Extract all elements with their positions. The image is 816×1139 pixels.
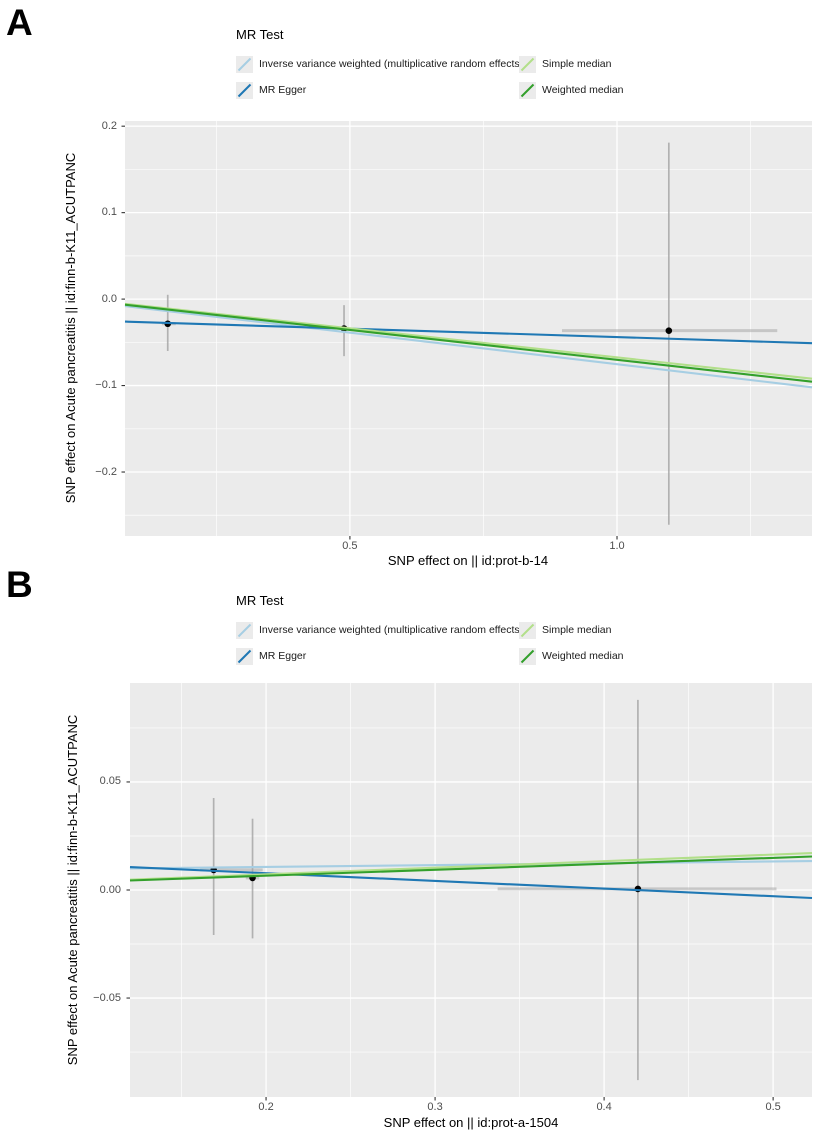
x-axis-title-a: SNP effect on || id:prot-b-14 xyxy=(387,553,549,568)
mr-regression-line xyxy=(129,852,813,881)
legend-key-ivw xyxy=(236,622,253,639)
panel-b-letter: B xyxy=(6,564,33,605)
legend-entry-label: MR Egger xyxy=(259,650,307,662)
y-tick-label: 0.2 xyxy=(101,119,117,132)
legend-entry-label: Simple median xyxy=(542,58,612,70)
x-axis-title-b: SNP effect on || id:prot-a-1504 xyxy=(383,1115,559,1130)
legend-key-ivw xyxy=(236,56,253,73)
x-tick-label: 0.5 xyxy=(765,1101,781,1113)
data-point xyxy=(665,327,673,334)
mr-regression-line xyxy=(124,320,813,345)
mr-regression-line xyxy=(129,859,813,870)
x-tick-label: 1.0 xyxy=(609,540,625,552)
x-tick-label: 0.2 xyxy=(258,1101,274,1113)
legend-entry-label: Inverse variance weighted (multiplicativ… xyxy=(259,58,524,70)
legend-entry-label: MR Egger xyxy=(259,84,307,96)
legend-key-weighted-median xyxy=(519,648,536,665)
mr-regression-line xyxy=(129,855,813,882)
y-tick-label: −0.2 xyxy=(95,465,117,478)
y-tick-label: −0.1 xyxy=(95,379,117,392)
y-tick-label: 0.05 xyxy=(99,775,121,788)
legend-key-weighted-median xyxy=(519,82,536,99)
plot-panel-background xyxy=(125,121,812,536)
legend-title-b: MR Test xyxy=(236,593,284,608)
legend-key-simple-median xyxy=(519,56,536,73)
legend-entry-label: Weighted median xyxy=(542,650,624,662)
y-tick-label: −0.05 xyxy=(93,991,121,1004)
legend-key-simple-median xyxy=(519,622,536,639)
mr-regression-line xyxy=(124,304,813,389)
y-tick-label: 0.0 xyxy=(101,292,117,305)
legend-entry-label: Weighted median xyxy=(542,84,624,96)
mr-regression-line xyxy=(124,303,813,383)
legend-entry-label: Simple median xyxy=(542,624,612,636)
legend-title-a: MR Test xyxy=(236,27,284,42)
y-tick-label: 0.1 xyxy=(101,206,117,219)
panel-a-letter: A xyxy=(6,2,33,43)
x-tick-label: 0.5 xyxy=(342,540,358,552)
legend-entry-label: Inverse variance weighted (multiplicativ… xyxy=(259,624,524,636)
y-tick-label: 0.00 xyxy=(99,883,121,896)
x-tick-label: 0.4 xyxy=(596,1101,612,1113)
legend-key-mr-egger xyxy=(236,648,253,665)
legend-key-mr-egger xyxy=(236,82,253,99)
x-tick-label: 0.3 xyxy=(427,1101,443,1113)
mr-regression-line xyxy=(129,866,813,900)
mr-regression-line xyxy=(124,302,813,380)
